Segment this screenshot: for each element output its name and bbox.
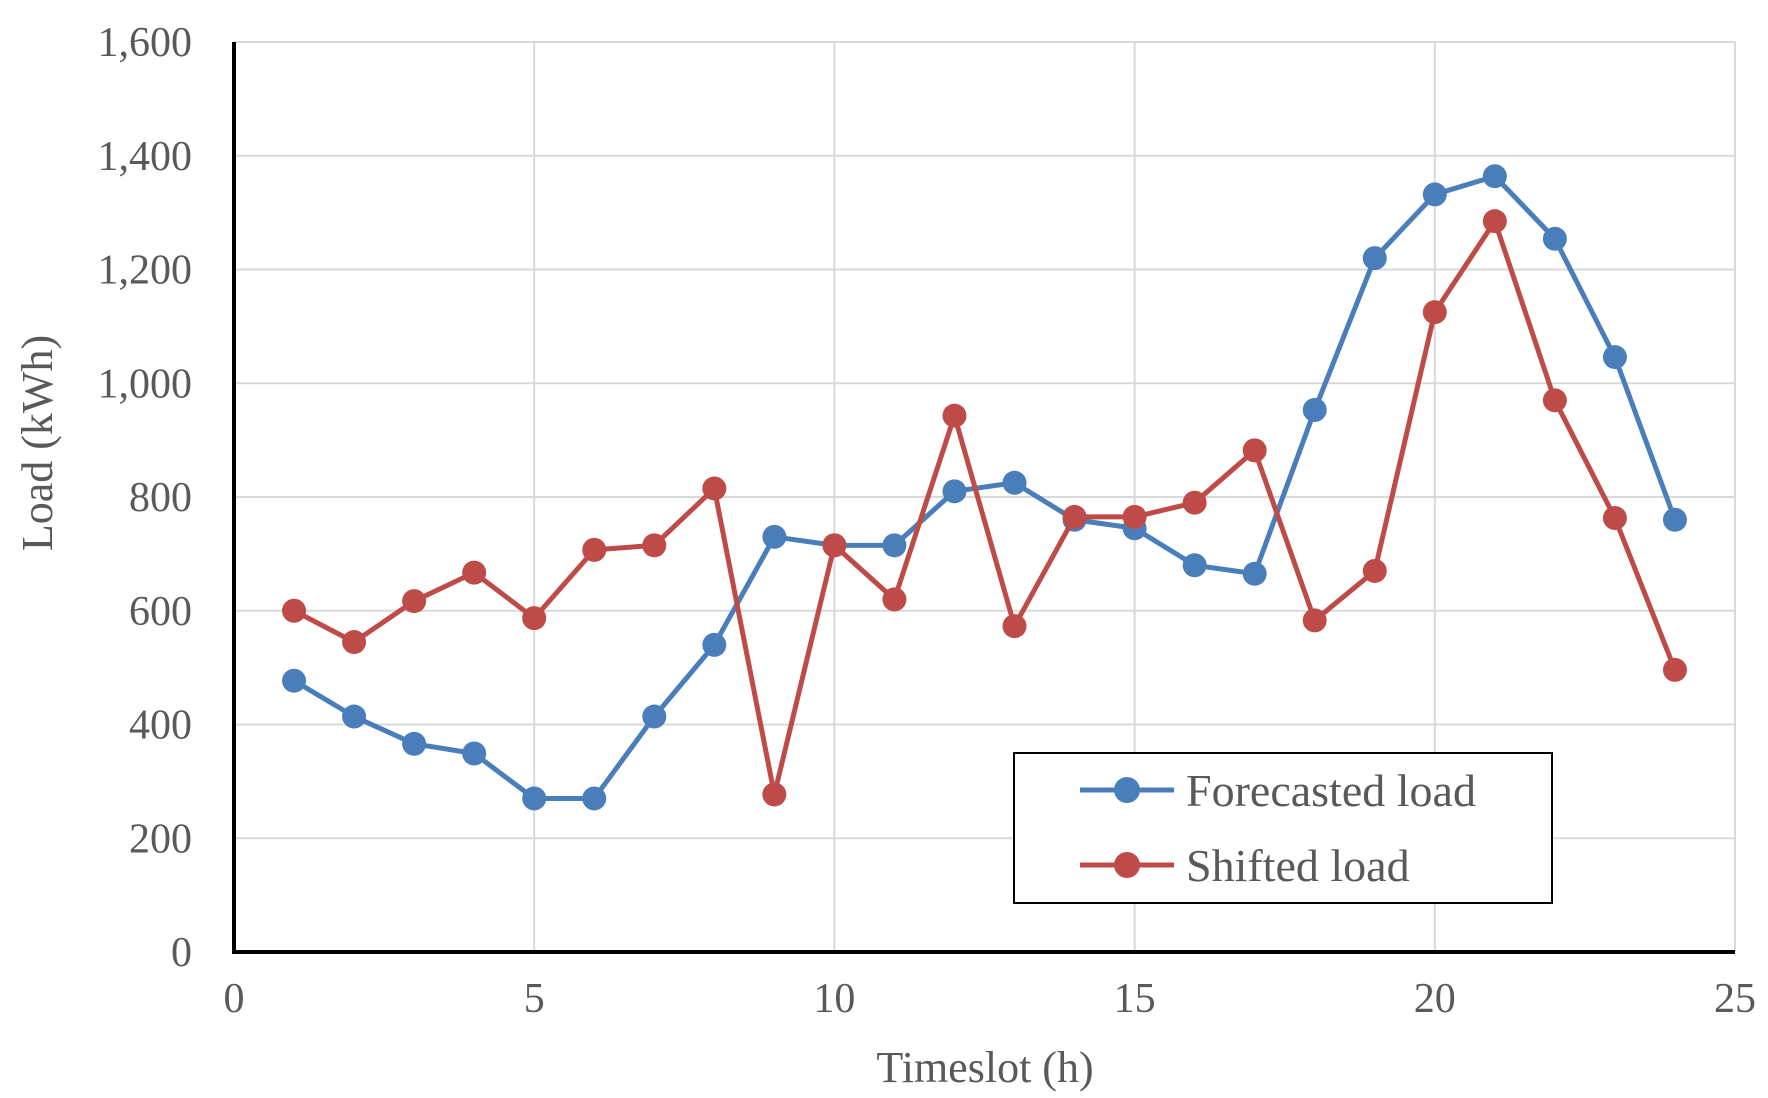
y-tick-label-1: 200 <box>129 816 192 862</box>
data-point-0-2 <box>402 731 427 756</box>
legend-label-forecasted: Forecasted load <box>1186 765 1476 816</box>
y-tick-label-0: 0 <box>171 930 192 976</box>
data-point-1-9 <box>822 533 847 558</box>
data-point-0-5 <box>582 786 607 811</box>
data-point-1-4 <box>522 606 547 631</box>
axes <box>232 42 1735 954</box>
data-point-1-12 <box>1002 614 1027 639</box>
data-point-1-5 <box>582 537 607 562</box>
y-tick-label-2: 400 <box>129 703 192 749</box>
horizontal-gridlines <box>234 41 1735 840</box>
data-point-1-8 <box>762 782 787 807</box>
legend-box <box>1013 752 1553 904</box>
data-point-0-4 <box>522 786 547 811</box>
data-point-0-12 <box>1002 470 1027 495</box>
data-point-0-0 <box>282 668 307 693</box>
y-tick-label-4: 800 <box>129 475 192 521</box>
data-point-1-16 <box>1242 438 1267 463</box>
legend: Forecasted load Shifted load <box>1013 752 1553 904</box>
x-tick-label-5: 25 <box>1714 976 1756 1022</box>
y-tick-label-8: 1,600 <box>98 20 193 66</box>
data-point-0-17 <box>1302 397 1327 422</box>
legend-item-forecasted: Forecasted load <box>1080 765 1476 816</box>
data-point-0-3 <box>462 741 487 766</box>
data-point-1-6 <box>642 533 667 558</box>
data-point-0-23 <box>1662 507 1687 532</box>
data-point-1-21 <box>1542 388 1567 413</box>
y-tick-label-6: 1,200 <box>98 248 193 294</box>
y-tick-label-5: 1,000 <box>98 361 193 407</box>
data-point-1-18 <box>1362 558 1387 583</box>
x-tick-label-4: 20 <box>1414 976 1456 1022</box>
data-point-1-11 <box>942 403 967 428</box>
data-point-0-16 <box>1242 561 1267 586</box>
data-point-0-11 <box>942 479 967 504</box>
data-point-1-10 <box>882 587 907 612</box>
y-tick-label-7: 1,400 <box>98 134 193 180</box>
data-point-1-1 <box>342 630 367 655</box>
legend-swatch-marker-forecasted <box>1114 777 1140 803</box>
data-point-1-17 <box>1302 608 1327 633</box>
data-point-0-1 <box>342 704 367 729</box>
data-point-0-8 <box>762 524 787 549</box>
x-tick-label-0: 0 <box>224 976 245 1022</box>
data-point-0-22 <box>1602 345 1627 370</box>
data-point-1-20 <box>1482 209 1507 234</box>
x-tick-label-3: 15 <box>1114 976 1156 1022</box>
data-point-1-7 <box>702 476 727 501</box>
data-point-1-0 <box>282 598 307 623</box>
data-point-0-6 <box>642 704 667 729</box>
data-point-1-14 <box>1122 504 1147 529</box>
y-axis-title: Load (kWh) <box>13 335 62 551</box>
x-tick-label-1: 5 <box>524 976 545 1022</box>
series-1 <box>282 209 1687 807</box>
series-line-1 <box>292 218 1678 797</box>
y-tick-label-3: 600 <box>129 589 192 635</box>
data-point-0-7 <box>702 632 727 657</box>
legend-label-shifted: Shifted load <box>1186 840 1410 891</box>
data-point-1-23 <box>1662 657 1687 682</box>
data-point-1-15 <box>1182 490 1207 515</box>
data-point-1-3 <box>462 560 487 585</box>
data-point-1-13 <box>1062 504 1087 529</box>
data-point-1-22 <box>1602 506 1627 531</box>
legend-swatch-marker-shifted <box>1114 852 1140 878</box>
series-0 <box>282 164 1687 811</box>
data-point-0-15 <box>1182 553 1207 578</box>
series-layer <box>282 164 1687 811</box>
x-tick-labels: 0 5 10 15 20 25 <box>224 976 1757 1022</box>
data-point-0-19 <box>1422 182 1447 207</box>
data-point-0-20 <box>1482 164 1507 189</box>
x-tick-label-2: 10 <box>813 976 855 1022</box>
data-point-0-10 <box>882 533 907 558</box>
data-point-1-19 <box>1422 300 1447 325</box>
data-point-0-21 <box>1542 226 1567 251</box>
legend-item-shifted: Shifted load <box>1080 840 1410 891</box>
x-axis-title: Timeslot (h) <box>876 1043 1093 1092</box>
y-tick-labels: 0 200 400 600 800 1,000 1,200 1,400 1,600 <box>98 20 193 976</box>
data-point-1-2 <box>402 589 427 614</box>
data-point-0-18 <box>1362 246 1387 271</box>
